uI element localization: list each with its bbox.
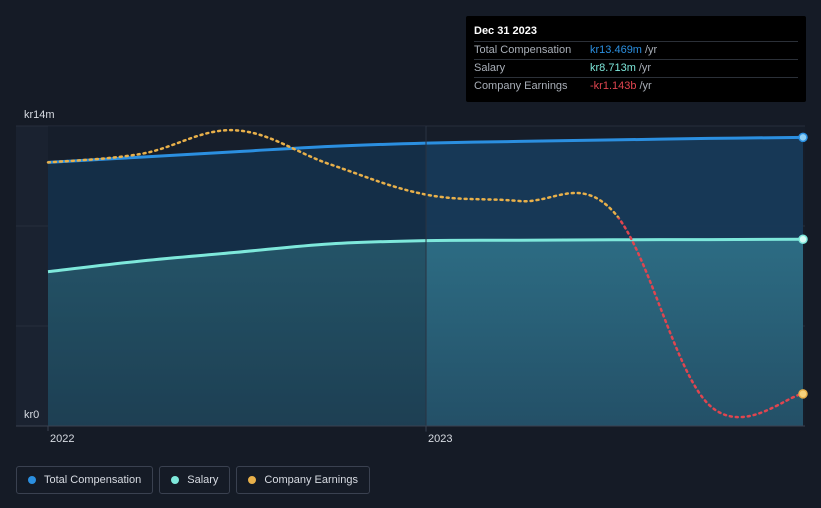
history-shade [48,126,427,426]
legend-dot-icon [171,476,180,484]
legend-label: Total Compensation [44,474,142,486]
tooltip-row-total-compensation: Total Compensation kr13.469m /yr [474,41,798,59]
total-compensation-end-dot [798,132,808,143]
legend-item-salary[interactable]: Salary [159,466,231,494]
tooltip-value: -kr1.143b [590,80,637,92]
tooltip-row-company-earnings: Company Earnings -kr1.143b /yr [474,77,798,95]
salary-end-dot [798,234,808,245]
tooltip-date: Dec 31 2023 [474,25,537,37]
tooltip-value: kr8.713m [590,62,636,74]
legend-item-total-compensation[interactable]: Total Compensation [16,466,154,494]
legend: Total Compensation Salary Company Earnin… [16,466,370,494]
company-earnings-line [46,129,620,218]
tooltip-unit: /yr [639,80,652,92]
tooltip-label: Total Compensation [474,44,572,56]
legend-label: Salary [187,474,219,486]
company-earnings-line-negative [616,217,805,419]
y-tick-label-top: kr14m [24,109,55,121]
tooltip-value: kr13.469m [590,44,642,56]
company-earnings-end-dot [798,389,808,399]
tooltip-unit: /yr [638,62,652,74]
legend-item-company-earnings[interactable]: Company Earnings [236,466,370,494]
tooltip-label: Salary [474,62,506,74]
tooltip-unit: /yr [644,44,658,56]
legend-dot-icon [248,476,257,484]
legend-label: Company Earnings [264,474,358,486]
tooltip: Dec 31 2023 Total Compensation kr13.469m… [466,16,806,102]
salary-area [48,239,803,426]
legend-dot-icon [28,476,36,484]
x-tick-label: 2023 [428,433,452,445]
tooltip-label: Company Earnings [474,80,568,92]
tooltip-row-salary: Salary kr8.713m /yr [474,59,798,77]
x-tick-label: 2022 [50,433,74,445]
y-tick-label-bottom: kr0 [24,409,39,421]
